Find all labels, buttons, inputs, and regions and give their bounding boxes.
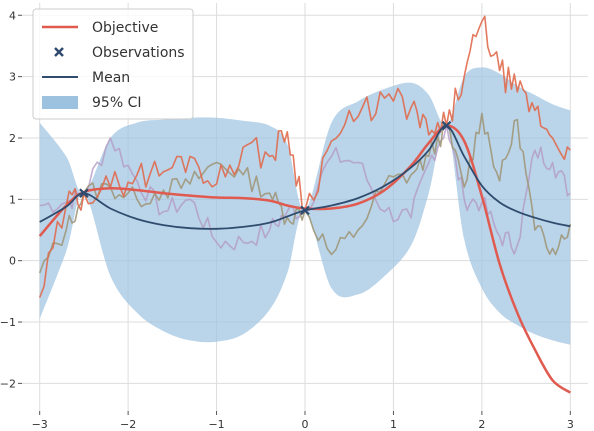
observation-stroke-b: [79, 188, 89, 198]
objective-line: [38, 124, 572, 394]
posterior-samples: [38, 15, 572, 298]
observation-marker-0: [79, 188, 89, 198]
sample-trace-purple: [39, 124, 571, 255]
y-tick-label-6: 4: [9, 9, 16, 22]
axes: −3 −2 −1 0 1 2 3 −2 −1 0 1 2 3 4: [0, 9, 574, 431]
mean-curve: [39, 124, 571, 230]
legend-observations-label: Observations: [92, 45, 185, 61]
legend-ci-label: 95% CI: [92, 95, 141, 111]
x-tick-label-5: 2: [478, 418, 485, 431]
observation-stroke-b: [441, 120, 452, 131]
x-tick-label-6: 3: [567, 418, 574, 431]
legend-frame: [32, 8, 194, 120]
sample-trace-red: [38, 15, 571, 298]
observation-marker-2: [441, 120, 452, 131]
observations: [79, 120, 452, 216]
y-tick-label-0: −2: [0, 377, 16, 390]
sample-trace-olive: [38, 112, 572, 274]
x-tick-label-2: −1: [208, 418, 224, 431]
y-tick-label-4: 2: [9, 132, 16, 145]
legend-objective-label: Objective: [92, 20, 158, 36]
mean-line: [39, 124, 571, 230]
legend-ci-swatch: [42, 96, 78, 109]
legend: Objective Observations Mean 95% CI: [32, 8, 194, 120]
observation-marker-1: [300, 205, 310, 216]
y-tick-label-2: 0: [9, 255, 16, 268]
y-tick-label-3: 1: [9, 193, 16, 206]
x-tick-label-0: −3: [32, 418, 48, 431]
x-tick-label-1: −2: [120, 418, 136, 431]
y-tick-label-5: 3: [9, 71, 16, 84]
x-tick-label-3: 0: [302, 418, 309, 431]
observation-stroke-b: [300, 205, 310, 216]
objective-curve: [38, 124, 572, 394]
y-tick-label-1: −1: [0, 316, 16, 329]
x-tick-label-4: 1: [390, 418, 397, 431]
legend-mean-label: Mean: [92, 70, 130, 86]
legend-observations-marker: [54, 47, 64, 57]
